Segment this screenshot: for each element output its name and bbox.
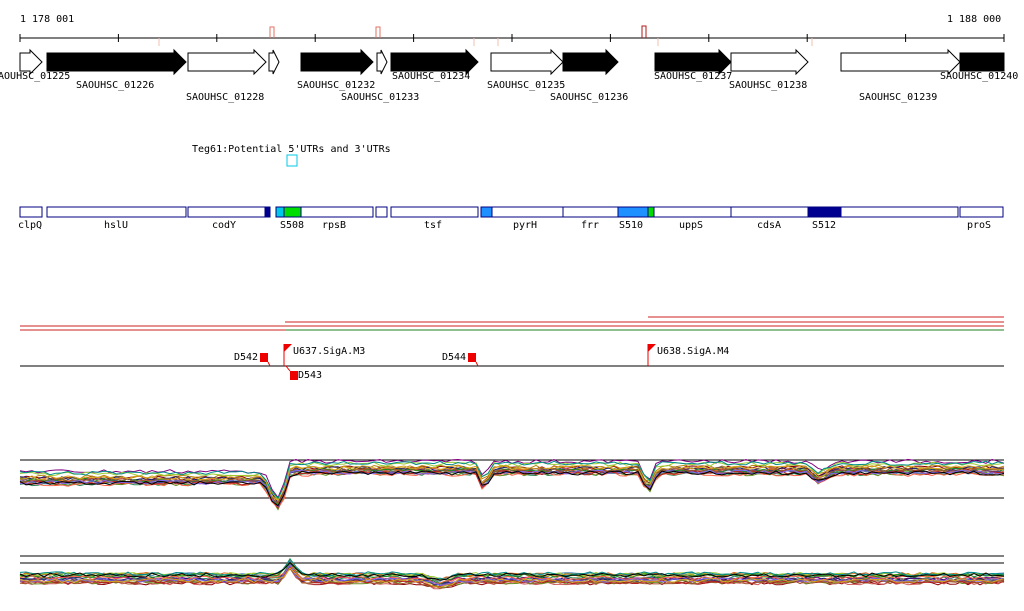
- gene-box[interactable]: [653, 206, 732, 218]
- flag-icon[interactable]: [647, 344, 656, 366]
- gene-label[interactable]: pyrH: [513, 220, 538, 231]
- gene-label[interactable]: proS: [967, 220, 992, 231]
- gene-label[interactable]: S510: [619, 220, 644, 231]
- filled-arrow-icon[interactable]: [46, 48, 187, 76]
- gene-box[interactable]: [647, 206, 655, 218]
- expression-profile-line: [19, 563, 1005, 587]
- open-arrow-icon[interactable]: [187, 48, 267, 76]
- locus-label[interactable]: SAOUHSC_01234: [392, 71, 471, 82]
- tss-label[interactable]: U637.SigA.M3: [293, 346, 366, 357]
- filled-arrow-icon[interactable]: [654, 48, 732, 76]
- open-arrow-icon[interactable]: [268, 49, 280, 75]
- filled-arrow-icon[interactable]: [390, 48, 479, 76]
- gene-box[interactable]: [840, 206, 959, 218]
- gene-box[interactable]: [283, 206, 302, 218]
- locus-label[interactable]: SAOUHSC_01228: [186, 92, 265, 103]
- gene-label[interactable]: cdsA: [757, 220, 782, 231]
- expression-profile-line: [19, 460, 1005, 500]
- utr-box[interactable]: [286, 154, 298, 167]
- open-arrow-icon[interactable]: [490, 48, 564, 76]
- tss-label[interactable]: U638.SigA.M4: [657, 346, 730, 357]
- expression-profile-line: [19, 465, 1005, 502]
- expression-profile-track-1: [19, 458, 1005, 511]
- coordinate-ruler: [19, 25, 1005, 46]
- locus-label[interactable]: SAOUHSC_01237: [654, 71, 733, 82]
- filled-arrow-icon[interactable]: [300, 48, 374, 76]
- coord-start-label: 1 178 001: [20, 14, 75, 25]
- expression-profile-line: [19, 470, 1005, 510]
- expression-profile-line: [19, 561, 1005, 581]
- gene-label[interactable]: hslU: [104, 220, 129, 231]
- open-arrow-icon[interactable]: [730, 48, 809, 76]
- expression-lines: [20, 316, 1004, 331]
- expression-profile-line: [19, 567, 1005, 588]
- utr-track-label: Teg61:Potential 5'UTRs and 3'UTRs: [192, 144, 391, 155]
- gene-box-track: [19, 206, 1004, 218]
- expression-profile-line: [19, 471, 1005, 511]
- gene-box[interactable]: [375, 206, 388, 218]
- terminator-label[interactable]: D542: [234, 352, 259, 363]
- gene-box[interactable]: [562, 206, 619, 218]
- gene-label[interactable]: frr: [581, 220, 600, 231]
- terminator-label[interactable]: D544: [442, 352, 467, 363]
- gene-box[interactable]: [480, 206, 493, 218]
- gene-box[interactable]: [264, 206, 271, 218]
- terminator-icon[interactable]: [260, 353, 271, 367]
- locus-label[interactable]: SAOUHSC_01232: [297, 80, 376, 91]
- filled-arrow-icon[interactable]: [562, 48, 619, 76]
- gene-label[interactable]: codY: [212, 220, 237, 231]
- gene-box[interactable]: [959, 206, 1004, 218]
- tss-terminator-track: [20, 344, 1004, 380]
- gene-box[interactable]: [617, 206, 649, 218]
- locus-label[interactable]: SAOUHSC_01226: [76, 80, 155, 91]
- expression-profile-line: [19, 558, 1005, 581]
- open-arrow-icon[interactable]: [19, 48, 43, 76]
- locus-label[interactable]: SAOUHSC_01235: [487, 80, 566, 91]
- gene-box[interactable]: [187, 206, 266, 218]
- gene-label[interactable]: rpsB: [322, 220, 347, 231]
- gene-label[interactable]: uppS: [679, 220, 704, 231]
- flag-icon[interactable]: [283, 344, 292, 366]
- open-arrow-icon[interactable]: [376, 49, 388, 75]
- gene-box[interactable]: [46, 206, 187, 218]
- locus-label[interactable]: SAOUHSC_01239: [859, 92, 938, 103]
- expression-profile-line: [19, 471, 1005, 509]
- locus-label[interactable]: SAOUHSC_01233: [341, 92, 420, 103]
- locus-label[interactable]: SAOUHSC_01240: [940, 71, 1019, 82]
- ruler-peak-1: [269, 26, 275, 38]
- ruler-peak-2: [375, 26, 381, 38]
- locus-label[interactable]: SAOUHSC_01236: [550, 92, 629, 103]
- gene-box[interactable]: [807, 206, 842, 218]
- terminator-label[interactable]: D543: [298, 370, 323, 381]
- gene-box[interactable]: [300, 206, 374, 218]
- filled-arrow-icon[interactable]: [959, 52, 1005, 72]
- gene-label[interactable]: S512: [812, 220, 837, 231]
- gene-box[interactable]: [19, 206, 43, 218]
- locus-arrow-track: [19, 48, 1005, 76]
- gene-box[interactable]: [275, 206, 285, 218]
- ruler-ticks: [19, 34, 1005, 42]
- expression-profile-line: [19, 470, 1005, 507]
- gene-box[interactable]: [730, 206, 809, 218]
- expression-profile-line: [19, 471, 1005, 508]
- gene-box[interactable]: [491, 206, 564, 218]
- expression-profile-track-2: [19, 555, 1005, 590]
- ruler-peak-3: [641, 25, 647, 38]
- gene-label[interactable]: clpQ: [18, 220, 43, 231]
- open-arrow-icon[interactable]: [840, 48, 961, 76]
- gene-label[interactable]: tsf: [424, 220, 443, 231]
- coord-end-label: 1 188 000: [947, 14, 1002, 25]
- locus-label[interactable]: SAOUHSC_01225: [0, 71, 71, 82]
- locus-label[interactable]: SAOUHSC_01238: [729, 80, 808, 91]
- expression-profile-line: [19, 565, 1005, 588]
- terminator-icon[interactable]: [285, 365, 298, 380]
- expression-profile-line: [19, 464, 1005, 502]
- terminator-icon[interactable]: [468, 353, 479, 367]
- gene-box[interactable]: [390, 206, 479, 218]
- gene-label[interactable]: S508: [280, 220, 305, 231]
